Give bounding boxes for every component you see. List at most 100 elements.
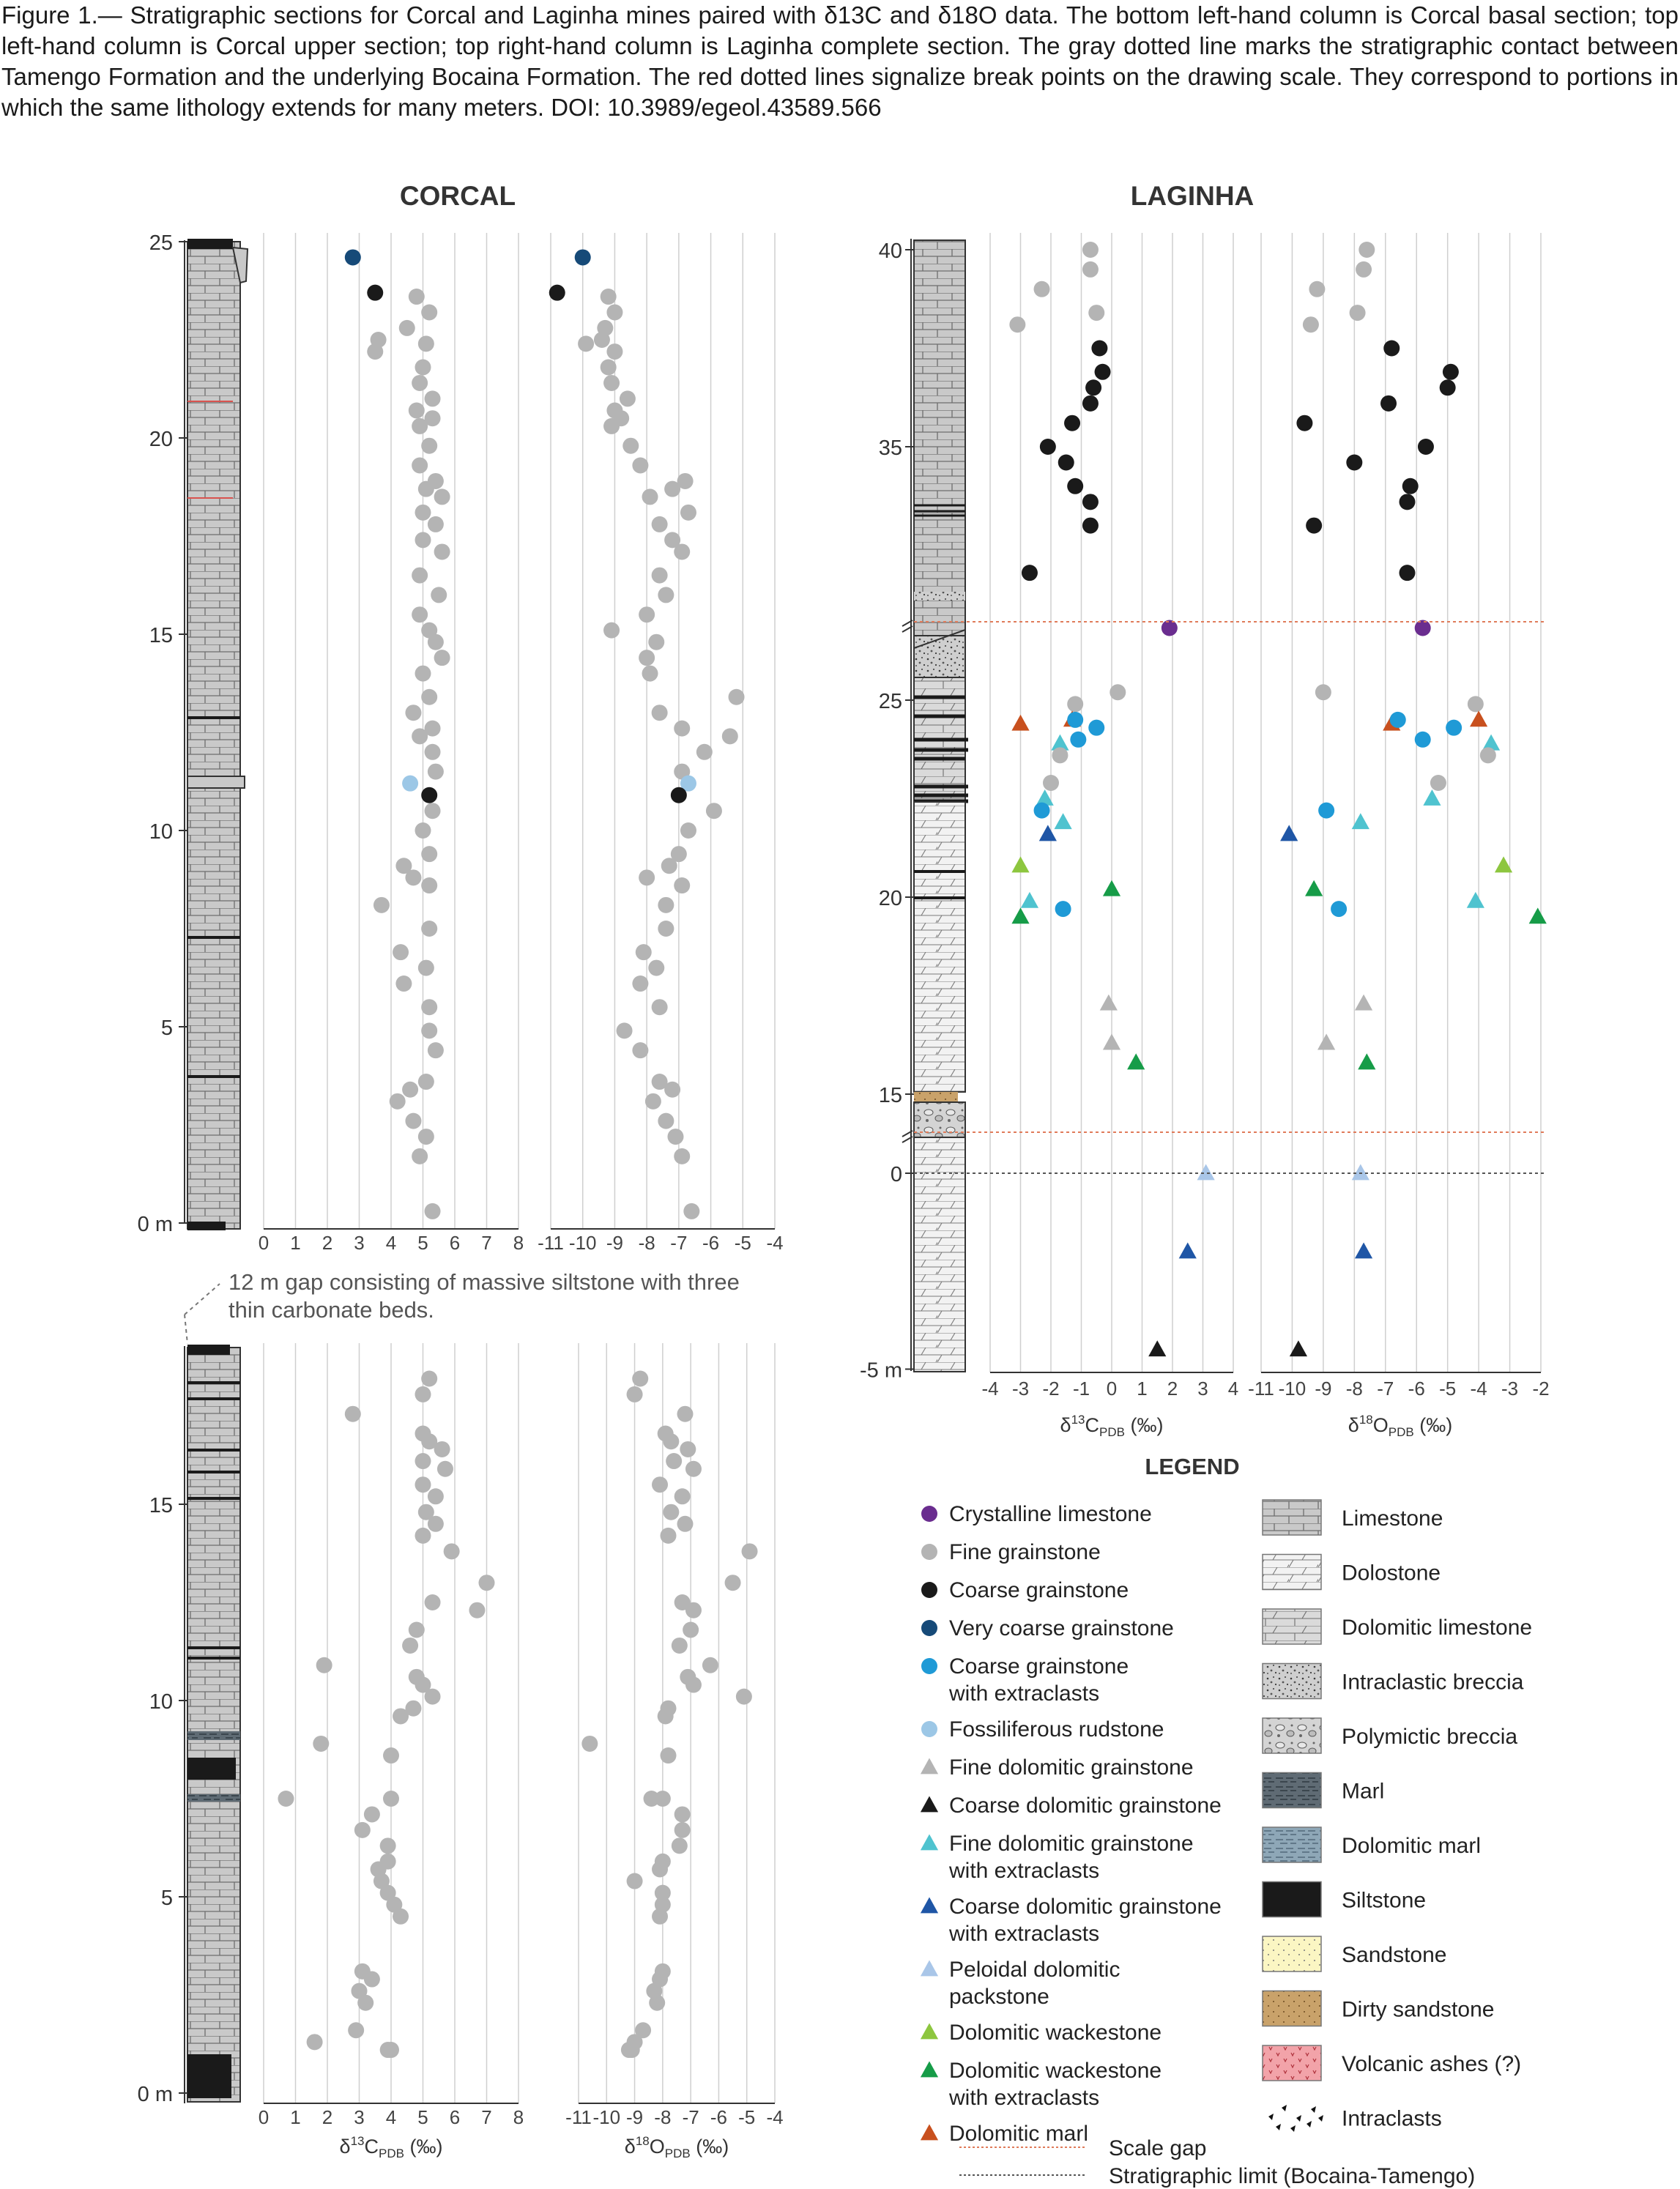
legend-swatch-dol_marl [1262, 1826, 1322, 1863]
data-point [412, 374, 428, 391]
data-point [1011, 856, 1030, 873]
x-tick-label: -3 [1012, 1378, 1029, 1400]
data-point [417, 959, 434, 976]
data-point [664, 480, 681, 497]
intraclast-glyph [1318, 2115, 1323, 2122]
data-point [1082, 395, 1099, 412]
legend-marker-foss [921, 1721, 937, 1737]
corcal-title: CORCAL [400, 181, 516, 211]
x-tick-label: 8 [513, 1232, 524, 1254]
data-point [421, 1370, 438, 1387]
data-point [393, 944, 409, 961]
axis-break-symbol [902, 620, 913, 633]
data-point [680, 775, 696, 792]
data-point [649, 1994, 666, 2011]
data-point [412, 457, 428, 474]
data-point [616, 1022, 633, 1039]
x-tick-label: -11 [565, 2106, 592, 2128]
data-point [424, 1203, 441, 1219]
data-point [344, 249, 361, 266]
data-point [421, 999, 438, 1016]
data-point [667, 1129, 684, 1145]
legend-lines: Scale gap Stratigraphic limit (Bocaina-Ta… [959, 2136, 1475, 2188]
data-point [652, 1476, 669, 1493]
y-tick-label: 15 [149, 624, 173, 647]
data-point [677, 1405, 694, 1422]
data-point [415, 1676, 431, 1693]
data-point [1399, 565, 1416, 581]
x-tick-label: -9 [626, 2106, 643, 2128]
x-tick-label: -10 [569, 1232, 597, 1254]
legend-swatch-dol_lime [1262, 1608, 1322, 1645]
data-point [357, 1994, 374, 2011]
data-point [1331, 901, 1348, 918]
x-tick-label: -6 [702, 1232, 719, 1254]
data-point [421, 921, 438, 937]
data-point [427, 1488, 444, 1505]
data-point [632, 457, 649, 474]
laginha-depth-axis: -5 m 0 15 20 25 35 40 [860, 239, 914, 1383]
legend-marker-cdg_ext [920, 1897, 939, 1914]
data-point [1055, 901, 1071, 918]
data-point [379, 2042, 396, 2059]
legend-lithology: Limestone Dolostone Dolomitic limestone Int… [1262, 1499, 1532, 2136]
data-point [622, 437, 639, 454]
data-point [1296, 415, 1313, 431]
legend-marker-vcoarse [921, 1620, 937, 1636]
y-tick-label: 25 [879, 690, 902, 713]
gap-note: 12 m gap consisting of massive siltstone… [228, 1269, 746, 1323]
legend-swatch-marl [1262, 1772, 1322, 1809]
data-point [661, 858, 677, 874]
data-point [1446, 719, 1462, 736]
data-point [417, 1074, 434, 1090]
legend-label: Fine dolomitic grainstone [949, 1832, 1194, 1856]
data-point [1402, 477, 1419, 494]
data-point [383, 1791, 399, 1807]
data-point [427, 633, 444, 650]
x-tick-label: 3 [1197, 1378, 1208, 1400]
data-point [412, 567, 428, 584]
data-point [412, 417, 428, 434]
data-point [593, 332, 610, 348]
x-tick-label: -8 [1346, 1378, 1363, 1400]
data-point [1102, 880, 1121, 896]
data-point [402, 1637, 419, 1654]
data-point [1011, 714, 1030, 731]
data-point [424, 410, 441, 427]
data-point [421, 877, 438, 894]
data-point [306, 2034, 323, 2051]
data-point [1009, 316, 1026, 333]
data-point [670, 787, 687, 803]
data-point [574, 249, 591, 266]
y-tick-label: 10 [149, 820, 173, 844]
data-point [674, 720, 691, 737]
data-point [408, 289, 425, 305]
data-point [412, 728, 428, 745]
data-point [395, 975, 412, 992]
data-point [354, 1821, 371, 1838]
x-axis-label: δ13CPDB (‰) [340, 2134, 443, 2160]
data-point [1302, 316, 1319, 333]
data-point [658, 896, 674, 913]
data-point [415, 359, 431, 376]
x-tick-label: -4 [1471, 1378, 1487, 1400]
data-point [1110, 684, 1126, 701]
data-point [373, 1873, 390, 1889]
data-point [1356, 261, 1372, 278]
data-point [1417, 439, 1434, 455]
data-point [1346, 454, 1363, 471]
data-point [1306, 517, 1323, 534]
legend-line-label: Stratigraphic limit (Bocaina-Tamengo) [1109, 2164, 1475, 2188]
data-point [367, 284, 384, 301]
data-point [735, 1688, 752, 1705]
data-point [421, 787, 438, 803]
legend-marker-pel [920, 1960, 939, 1977]
data-point [671, 1637, 688, 1654]
legend-swatch-siltstone [1262, 1881, 1322, 1918]
data-point [421, 1022, 438, 1039]
data-point [412, 606, 428, 623]
data-point [1399, 494, 1416, 510]
data-point [724, 1575, 741, 1591]
data-point [1467, 696, 1484, 713]
data-point [424, 803, 441, 820]
